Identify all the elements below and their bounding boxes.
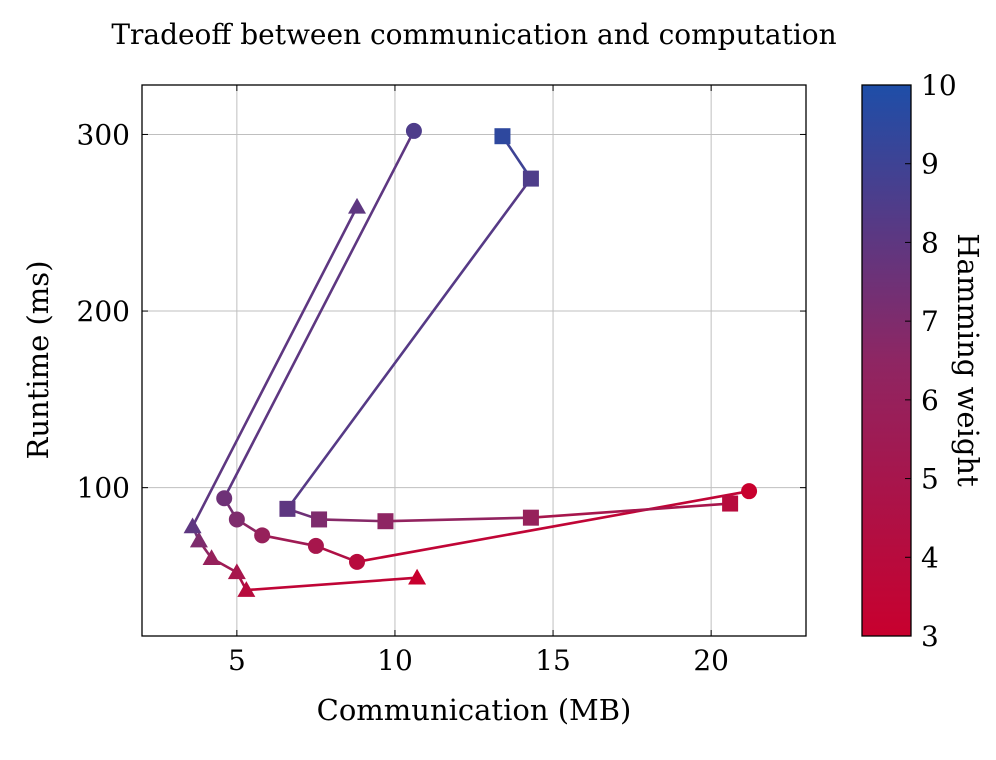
- colorbar-tick-label: 3: [921, 620, 939, 653]
- data-point-square: [722, 495, 739, 512]
- series-square-segment: [529, 502, 732, 519]
- y-tick-label: 100: [77, 472, 130, 505]
- data-point-circle: [216, 490, 233, 507]
- data-point-square: [377, 513, 394, 530]
- data-point-square: [522, 170, 539, 187]
- series-circle-segment: [355, 489, 751, 564]
- data-point-circle: [307, 537, 324, 554]
- data-point-triangle: [348, 197, 367, 214]
- series-square-segment: [384, 516, 533, 523]
- x-tick-label: 10: [377, 644, 413, 677]
- y-axis-label: Runtime (ms): [21, 260, 55, 459]
- x-tick-label: 5: [228, 644, 246, 677]
- series-triangle-segment: [191, 205, 359, 528]
- series-triangle-segment: [245, 576, 419, 592]
- data-point-square: [279, 500, 296, 517]
- colorbar-tick-label: 8: [921, 226, 939, 259]
- series-markers: [183, 122, 758, 597]
- series-square-segment: [286, 177, 533, 511]
- data-point-circle: [741, 483, 758, 500]
- x-tick-label: 20: [693, 644, 729, 677]
- colorbar-tick-label: 10: [921, 69, 957, 102]
- y-tick-label: 300: [77, 118, 130, 151]
- colorbar-tick-label: 7: [921, 305, 939, 338]
- y-tick-label: 200: [77, 295, 130, 328]
- colorbar-tick-label: 6: [921, 384, 939, 417]
- data-point-square: [522, 509, 539, 526]
- colorbar-tick-label: 4: [921, 541, 939, 574]
- data-point-square: [494, 128, 511, 145]
- chart-title: Tradeoff between communication and compu…: [111, 18, 836, 51]
- grid: [142, 85, 806, 636]
- plot-frame: [141, 84, 807, 637]
- data-point-circle: [405, 122, 422, 139]
- data-point-triangle: [189, 531, 208, 548]
- data-point-triangle: [202, 549, 221, 566]
- colorbar-tick-label: 5: [921, 463, 939, 496]
- data-point-circle: [349, 553, 366, 570]
- series-lines: [191, 129, 751, 592]
- colorbar-tick-label: 9: [921, 148, 939, 181]
- data-point-triangle: [183, 517, 202, 534]
- data-point-circle: [228, 511, 245, 528]
- x-tick-label: 15: [535, 644, 571, 677]
- series-circle-segment: [222, 129, 416, 500]
- data-point-triangle: [227, 563, 246, 580]
- data-point-triangle: [237, 581, 256, 597]
- colorbar-label: Hamming weight: [951, 233, 985, 487]
- x-axis-label: Communication (MB): [317, 693, 632, 727]
- axis-ticks: 5 10 15 20 100 200 300: [77, 85, 806, 677]
- series-square-segment: [317, 518, 387, 523]
- colorbar: [861, 84, 912, 637]
- colorbar-ticks: 3 4 5 6 7 8 9 10: [905, 69, 957, 653]
- data-point-circle: [254, 527, 271, 544]
- data-point-square: [311, 511, 328, 528]
- data-point-triangle: [408, 568, 427, 585]
- series-circle-segment: [260, 534, 318, 548]
